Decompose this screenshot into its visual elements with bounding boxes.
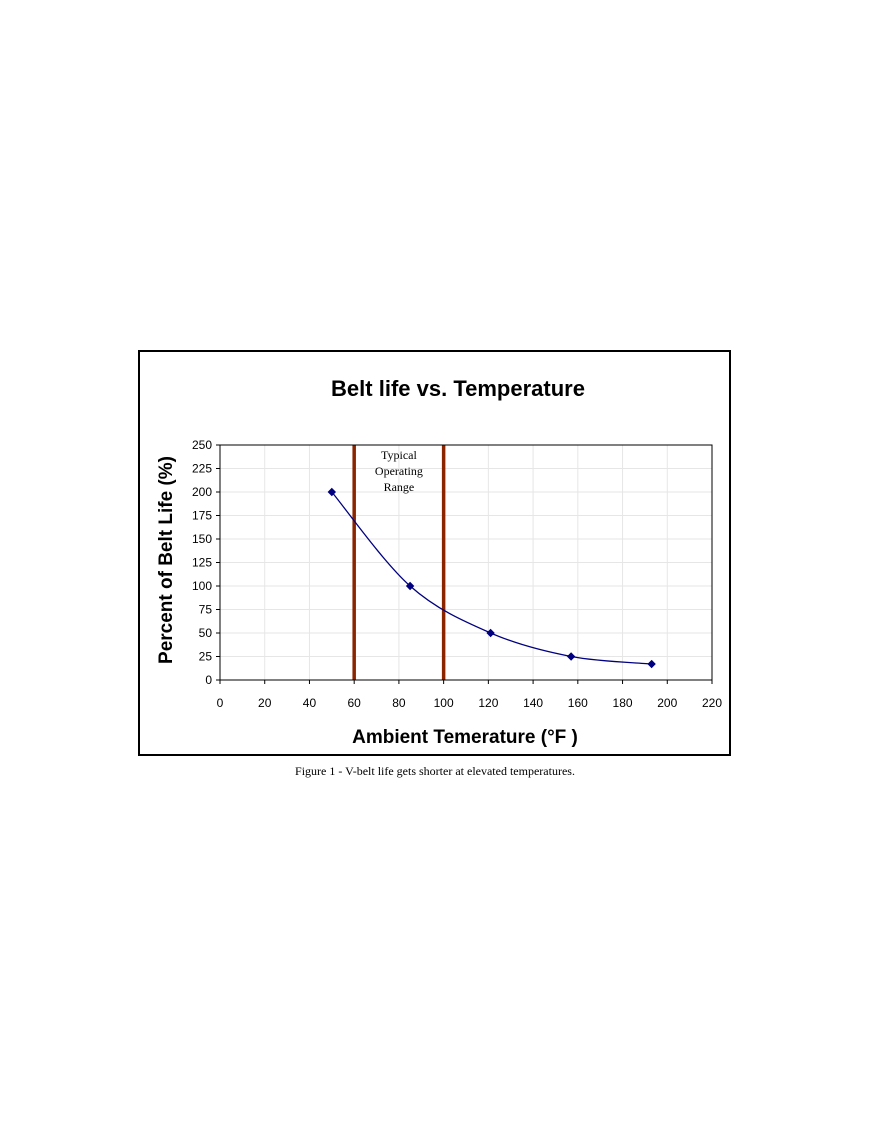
data-point [486, 628, 495, 638]
x-tick-label: 80 [392, 696, 406, 710]
y-tick-label: 250 [192, 438, 212, 452]
y-tick-label: 175 [192, 509, 212, 523]
x-tick-label: 200 [657, 696, 677, 710]
y-axis-label: Percent of Belt Life (%) [156, 456, 177, 664]
y-tick-label: 100 [192, 579, 212, 593]
x-tick-label: 140 [523, 696, 543, 710]
annotation-layer: Typical Operating Range [375, 448, 423, 494]
y-tick-label: 200 [192, 485, 212, 499]
chart-title: Belt life vs. Temperature [331, 376, 585, 401]
data-point [405, 581, 415, 591]
y-tick-label: 50 [199, 626, 213, 640]
series-line [331, 491, 652, 665]
x-tick-label: 60 [348, 696, 362, 710]
x-tick-label: 100 [434, 696, 454, 710]
x-tick-label: 0 [217, 696, 224, 710]
x-axis-label: Ambient Temerature (°F ) [352, 727, 578, 748]
annotation-line: Typical [381, 448, 417, 462]
figure-caption: Figure 1 - V-belt life gets shorter at e… [295, 764, 575, 778]
belt-life-chart: Belt life vs. Temperature Typical Operati… [156, 376, 722, 748]
y-tick-label: 125 [192, 556, 212, 570]
x-tick-label: 160 [568, 696, 588, 710]
y-tick-label: 0 [205, 673, 212, 687]
x-tick-label: 220 [702, 696, 722, 710]
data-point [327, 487, 337, 497]
annotation-line: Operating [375, 464, 423, 478]
x-tick-label: 180 [613, 696, 633, 710]
y-tick-label: 150 [192, 532, 212, 546]
x-tick-labels: 0 20 40 60 80 100 120 140 160 180 200 220 [217, 680, 722, 710]
y-tick-label: 25 [199, 650, 213, 664]
grid-layer [219, 444, 713, 681]
x-tick-label: 20 [258, 696, 272, 710]
operating-range-lines [352, 445, 446, 680]
annotation-line: Range [384, 480, 415, 494]
y-tick-label: 75 [199, 603, 213, 617]
x-tick-label: 120 [478, 696, 498, 710]
chart-frame: Belt life vs. Temperature Typical Operati… [138, 350, 731, 756]
data-point [647, 659, 656, 669]
x-tick-label: 40 [303, 696, 317, 710]
y-tick-label: 225 [192, 462, 212, 476]
data-point [566, 652, 576, 661]
series-layer [327, 487, 656, 669]
y-tick-labels: 0 25 50 75 100 125 150 175 200 225 250 [192, 438, 220, 687]
